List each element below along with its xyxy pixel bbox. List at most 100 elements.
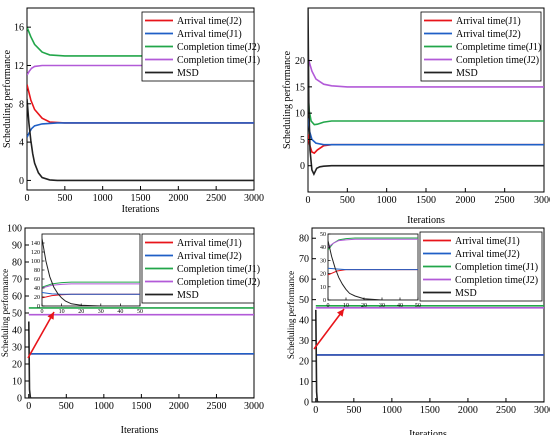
y-axis-label: Scheduling performance [286,271,296,359]
inset-series-line-4 [328,238,418,248]
x-tick-label: 0 [306,195,311,206]
series-group [28,307,254,398]
series-line-5 [27,98,254,182]
series-line-5 [28,321,254,398]
y-tick-label: 5 [300,135,305,146]
chart-2: 0 500 1000 1500 2000 2500 3000 0 5 10 15 20 Iteratio… [282,7,550,226]
inset-y-tick-label: 30 [320,258,326,264]
x-axis-label: Iterations [122,204,160,215]
inset-y-tick-label: 60 [34,277,40,283]
y-tick-label: 70 [12,275,22,286]
legend-label: Completion time(J1) [177,55,260,66]
inset-frame [327,233,419,301]
y-tick-label: 70 [299,254,309,265]
x-tick-label: 1500 [131,401,151,412]
legend-label: MSD [455,288,477,299]
x-tick-label: 3000 [534,195,550,206]
y-tick-label: 100 [7,224,22,235]
legend-label: Arrival time(J1) [455,236,520,247]
legend-label: Arrival time(J2) [455,249,520,260]
legend-label: Completion time(J1) [177,264,260,275]
inset-series-line-4 [42,283,140,289]
y-axis-label: Scheduling performance [282,50,293,149]
y-tick-label: 40 [299,316,309,327]
x-tick-label: 0 [313,405,318,416]
y-tick-label: 20 [12,360,22,371]
y-tick-label: 0 [17,394,22,405]
x-tick-label: 500 [340,195,355,206]
x-tick-label: 3000 [244,401,264,412]
x-tick-label: 2000 [455,195,475,206]
y-tick-label: 10 [295,109,305,120]
inset-x-tick-label: 0 [327,303,330,309]
y-tick-label: 60 [299,275,309,286]
x-tick-label: 1500 [416,195,436,206]
legend-box [419,231,543,302]
y-tick-label: 50 [299,295,309,306]
legend: Arrival time(J2) Arrival time(J1) Completi… [141,11,260,82]
inset-series-line-5 [328,240,418,300]
inset-x-tick-label: 50 [415,303,421,309]
chart-1: 0 500 1000 1500 2000 2500 3000 0 4 8 12 16 Iteration… [2,7,264,215]
y-tick-label: 4 [19,138,24,149]
inset-x-tick-label: 20 [78,309,84,315]
inset-x-tick-label: 20 [361,303,367,309]
series-line-4 [27,64,254,76]
inset-y-tick-label: 100 [31,259,40,265]
inset-y-tick-label: 20 [320,272,326,278]
x-tick-label: 2000 [168,193,188,204]
x-axis-label: Iterations [409,429,447,435]
legend-label: Completime time(J1) [456,42,541,53]
x-tick-label: 2500 [206,401,226,412]
y-tick-label: 20 [299,357,309,368]
legend-label: MSD [177,290,199,301]
legend-label: Completion time(J1) [455,262,538,273]
y-tick-label: 50 [12,309,22,320]
inset-series-line-3 [42,281,140,288]
annotation-arrow-head [47,312,54,320]
y-tick-label: 8 [19,99,24,110]
inset-chart: 0 10 20 30 40 50 0 10 20 30 40 50 [320,232,421,309]
inset-series-line-2 [42,292,140,295]
inset-y-tick-label: 0 [37,304,40,310]
x-axis-label: Iterations [121,425,159,435]
x-tick-label: 1500 [131,193,151,204]
inset-chart: 0 10 20 30 40 50 0 20 40 60 80 100 120 140 [31,233,143,315]
y-tick-label: 40 [12,326,22,337]
inset-series-group [42,238,140,306]
inset-x-tick-label: 40 [397,303,403,309]
x-tick-label: 2500 [496,405,516,416]
inset-x-tick-label: 40 [117,309,123,315]
legend-label: MSD [456,68,478,79]
y-tick-label: 16 [14,23,24,34]
inset-series-line-5 [42,238,140,306]
x-tick-label: 1000 [377,195,397,206]
legend-label: Arrival time(J2) [177,16,242,27]
y-tick-label: 0 [304,398,309,409]
y-tick-label: 0 [19,176,24,187]
x-tick-label: 500 [57,193,72,204]
x-tick-label: 2500 [206,193,226,204]
inset-x-tick-label: 0 [41,309,44,315]
inset-y-tick-label: 140 [31,241,40,247]
inset-y-tick-label: 40 [320,245,326,251]
inset-y-tick-label: 80 [34,268,40,274]
x-axis-label: Iterations [407,215,445,226]
series-line-5 [308,8,544,176]
legend-label: MSD [177,68,199,79]
inset-y-tick-label: 10 [320,285,326,291]
annotation-arrow-head [337,309,344,317]
x-tick-label: 1000 [93,193,113,204]
inset-x-tick-label: 10 [59,309,65,315]
inset-y-tick-label: 50 [320,232,326,238]
legend: Arrival time(J1) Arrival time(J2) Completi… [141,233,260,304]
inset-y-tick-label: 20 [34,295,40,301]
legend-label: Completion time(J2) [177,42,260,53]
y-tick-label: 0 [300,161,305,172]
inset-y-tick-label: 0 [323,298,326,304]
x-tick-label: 0 [25,193,30,204]
legend-label: Completion time(J2) [456,55,539,66]
series-group [315,304,544,402]
inset-series-line-2 [328,267,418,271]
